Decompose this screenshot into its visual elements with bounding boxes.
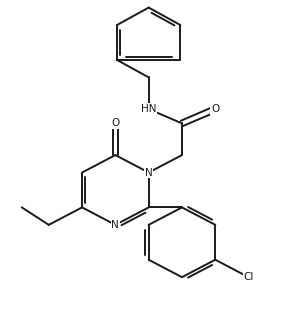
Text: Cl: Cl	[243, 272, 254, 282]
Text: HN: HN	[141, 104, 157, 114]
Text: O: O	[111, 118, 120, 128]
Text: O: O	[211, 104, 219, 114]
Text: N: N	[111, 220, 119, 230]
Text: N: N	[145, 168, 152, 178]
